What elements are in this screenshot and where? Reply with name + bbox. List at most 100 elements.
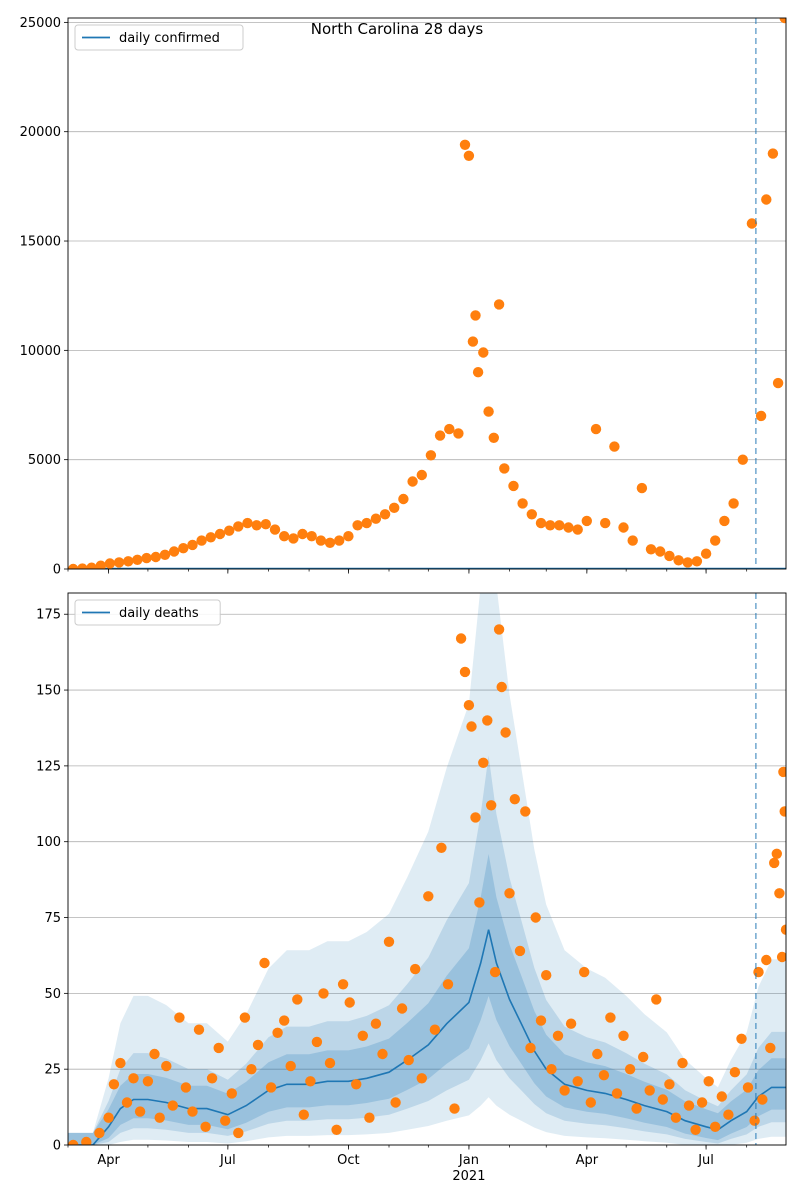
data-point [779,806,786,817]
y-tick-label: 50 [44,987,61,1002]
data-point [315,535,327,546]
data-point [379,509,391,520]
data-point [453,428,464,439]
data-point [600,517,611,529]
data-point [729,1067,741,1078]
data-point [609,441,620,452]
data-point [598,1070,610,1081]
data-point [655,546,666,557]
plot-frame [67,592,787,1146]
y-tick-label: 20000 [20,125,61,140]
data-point [390,1097,401,1108]
data-point [535,517,547,529]
data-point [442,979,454,990]
data-point [746,218,758,229]
data-point [205,532,216,543]
data-point [180,1082,192,1093]
data-point [68,1139,79,1145]
data-point [493,299,505,310]
data-point [585,1097,596,1108]
data-point [318,988,329,999]
x-tick-label: Apr [576,1153,599,1168]
data-point [251,520,262,531]
data-point [104,558,116,569]
data-point [285,1060,296,1072]
data-point [508,480,519,492]
data-point [459,666,471,678]
data-point [331,1124,342,1136]
data-point [673,555,684,566]
x-tick-label: Jul [219,1153,236,1168]
data-point [343,531,354,542]
x-tick-label: Oct [337,1153,359,1168]
data-point [383,936,395,947]
data-point [269,524,281,535]
data-point [142,1076,154,1087]
data-point [305,1076,316,1087]
data-point [226,1088,237,1099]
data-point [579,966,590,978]
data-point [700,548,712,559]
data-point [455,633,467,644]
data-point [716,1091,727,1102]
uncertainty-band [68,593,786,1145]
data-point [496,681,507,693]
data-point [776,951,786,963]
data-point [377,1048,388,1060]
x-year-label: 2021 [452,1169,485,1184]
data-point [631,1103,642,1114]
data-point [128,1073,139,1084]
data-point [95,560,106,569]
data-point [470,812,481,823]
data-point [530,912,541,923]
data-point [193,1024,205,1035]
data-point [246,1064,257,1075]
data-point [344,997,355,1008]
data-point [292,994,303,1005]
data-point [670,1112,682,1123]
data-point [769,857,780,869]
data-point [132,554,143,565]
data-point [696,1097,708,1108]
data-point [463,700,475,711]
data-point [351,1079,362,1090]
data-point [525,1042,536,1054]
data-point [636,482,648,494]
data-point [541,970,552,981]
legend-box [74,599,221,626]
y-tick-label: 150 [36,684,61,699]
data-point [572,524,583,535]
data-point [168,546,180,557]
data-point [252,1039,264,1051]
data-point [416,469,427,481]
data-point [396,1003,408,1014]
data-point [488,432,499,443]
data-point [771,848,782,859]
data-point [565,1018,577,1029]
data-point [761,954,772,966]
data-point [470,310,481,321]
data-point [664,550,675,562]
data-point [472,367,484,378]
data-point [213,1042,224,1054]
legend: daily confirmed [74,24,244,51]
data-point [115,1057,126,1069]
y-tick-label: 15000 [20,235,61,250]
data-point [605,1012,616,1023]
data-point [272,1027,283,1039]
data-point [239,1012,251,1023]
data-point [546,1064,557,1075]
data-point [657,1094,668,1105]
data-point [779,18,786,24]
data-point [306,531,317,542]
data-point [559,1085,570,1096]
data-point [499,463,510,474]
data-point [81,1136,92,1145]
x-tick-label: Jul [697,1153,714,1168]
data-point [737,454,748,465]
legend-label: daily confirmed [119,31,220,46]
data-point [592,1048,603,1060]
data-point [474,897,485,908]
data-point [755,410,767,422]
data-point [357,1030,368,1042]
